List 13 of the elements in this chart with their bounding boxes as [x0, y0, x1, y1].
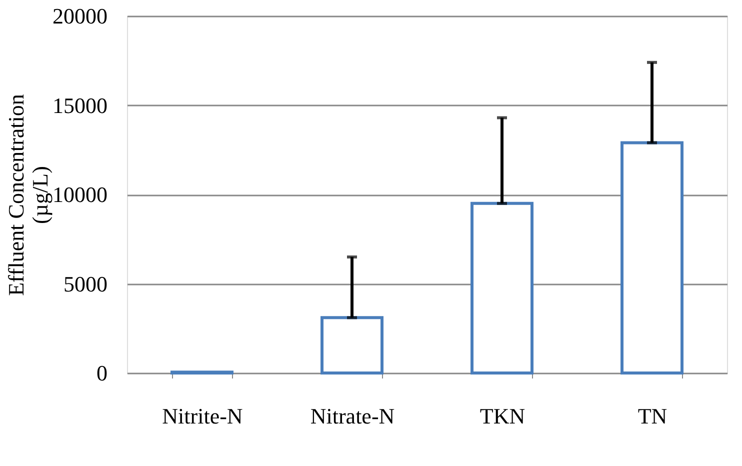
y-tick-label: 20000	[52, 4, 108, 28]
x-tick-label: Nitrite-N	[162, 404, 243, 428]
y-tick-label: 0	[96, 360, 108, 386]
bar	[620, 141, 684, 374]
x-tick-label: TKN	[480, 404, 526, 428]
x-tick-label: Nitrate-N	[310, 404, 395, 428]
x-tick-label: TN	[638, 404, 668, 428]
bar	[320, 316, 384, 374]
y-tick-label: 15000	[52, 92, 108, 118]
y-tick-label: 5000	[64, 271, 108, 296]
bar	[470, 202, 534, 374]
y-tick-label: 10000	[52, 182, 108, 207]
y-axis-title: Effluent Concentration (µg/L)	[4, 94, 52, 296]
